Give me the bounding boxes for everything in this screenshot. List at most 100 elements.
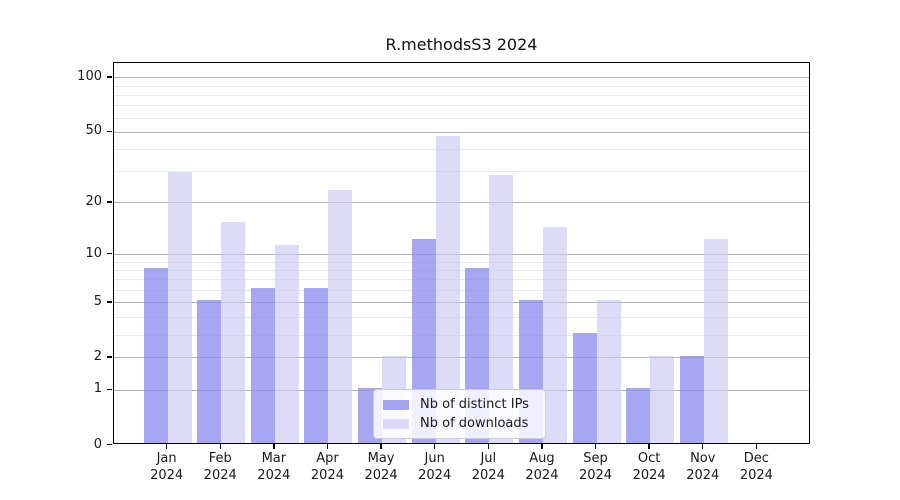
x-tick-year: 2024 [310,468,344,483]
y-tick-mark [107,76,112,78]
x-tick-label: Aug 2024 [512,450,572,484]
y-gridline-minor [114,316,809,318]
x-tick-month: Dec [743,451,769,466]
x-tick-month: Jun [424,451,445,466]
bar-distinct-ips [143,267,168,443]
bar-distinct-ips [572,332,597,443]
y-tick-mark [107,388,112,391]
bar-downloads [328,189,353,443]
y-tick-label: 0 [93,436,102,452]
x-tick-mark [165,444,168,449]
x-tick-month: Jul [480,451,497,466]
x-tick-month: Oct [637,451,661,466]
plot-area [113,62,810,444]
x-tick-year: 2024 [257,468,291,483]
x-tick-year: 2024 [686,468,720,483]
y-tick-label: 50 [85,123,102,139]
bar-downloads [167,172,192,443]
legend-label-distinct-ips: Nb of distinct IPs [420,397,529,412]
x-tick-mark [219,444,221,449]
y-gridline-minor [114,290,809,291]
bar-distinct-ips [679,355,704,443]
bar-downloads [221,222,246,443]
x-tick-mark [541,444,543,449]
x-tick-month: Mar [261,451,287,466]
chart-title: R.methodsS3 2024 [385,35,538,54]
x-tick-mark [755,444,758,449]
y-tick-mark [107,444,112,446]
y-tick-mark [107,201,112,203]
y-gridline-minor [114,149,809,151]
x-tick-year: 2024 [203,468,237,483]
y-gridline-minor [114,171,809,173]
y-gridline-minor [114,117,809,119]
y-tick-label: 100 [77,68,102,84]
y-gridline-major [114,131,809,133]
y-gridline-minor [114,334,809,336]
y-tick-label: 2 [93,348,102,364]
y-gridline-minor [114,85,809,87]
x-tick-month: Sep [583,451,608,466]
x-tick-label: Dec 2024 [726,450,786,484]
legend-item-downloads: Nb of downloads [374,414,545,433]
x-tick-label: Mar 2024 [244,450,304,484]
x-tick-mark [594,444,597,449]
x-tick-month: Feb [208,451,232,466]
y-tick-mark [107,356,112,358]
bar-downloads [703,238,728,443]
y-gridline-major [114,202,809,204]
x-tick-year: 2024 [364,468,398,483]
y-gridline-major [114,77,809,79]
x-tick-year: 2024 [739,468,773,483]
x-tick-mark [702,444,704,449]
y-tick-label: 10 [85,245,102,261]
x-tick-label: May 2024 [351,450,411,484]
x-tick-label: Jun 2024 [405,450,465,484]
x-tick-year: 2024 [471,468,505,483]
bar-downloads [596,300,621,443]
x-tick-month: Apr [316,451,339,466]
x-tick-label: Sep 2024 [566,450,626,484]
x-tick-year: 2024 [150,468,184,483]
x-tick-month: Jan [156,451,177,466]
x-tick-label: Oct 2024 [619,450,679,484]
bar-downloads [650,355,675,443]
y-tick-mark [107,301,112,303]
x-tick-year: 2024 [578,468,613,483]
y-gridline-minor [114,269,809,271]
x-tick-mark [648,444,650,449]
x-tick-mark [433,444,436,449]
legend-item-distinct-ips: Nb of distinct IPs [374,395,545,414]
bar-distinct-ips [626,387,651,443]
legend-swatch-ips-icon [383,399,409,410]
y-gridline-minor [114,94,809,96]
bar-downloads [274,245,299,443]
y-gridline-minor [114,261,809,263]
x-tick-label: Jan 2024 [137,450,197,484]
y-tick-label: 20 [85,193,102,209]
bar-downloads [542,227,567,443]
bar-distinct-ips [197,300,222,443]
x-tick-month: May [367,451,395,466]
legend-label-downloads: Nb of downloads [420,416,529,431]
legend: Nb of distinct IPs Nb of downloads [373,389,546,439]
y-tick-label: 1 [93,381,102,397]
legend-swatch-downloads-icon [383,418,409,429]
x-tick-year: 2024 [418,468,452,483]
bar-distinct-ips [304,288,329,443]
x-tick-label: Jul 2024 [458,450,518,484]
x-tick-label: Nov 2024 [673,450,733,484]
x-tick-label: Apr 2024 [297,450,357,484]
y-tick-mark [107,253,112,255]
bar-distinct-ips [250,288,275,443]
y-gridline-major [114,302,809,304]
x-tick-month: Nov [690,451,716,466]
y-gridline-minor [114,279,809,281]
x-tick-mark [380,444,382,449]
x-tick-label: Feb 2024 [190,450,250,484]
x-tick-mark [487,444,489,449]
x-tick-mark [273,444,275,449]
x-tick-mark [326,444,329,449]
x-tick-year: 2024 [632,468,666,483]
y-gridline-minor [114,105,809,107]
